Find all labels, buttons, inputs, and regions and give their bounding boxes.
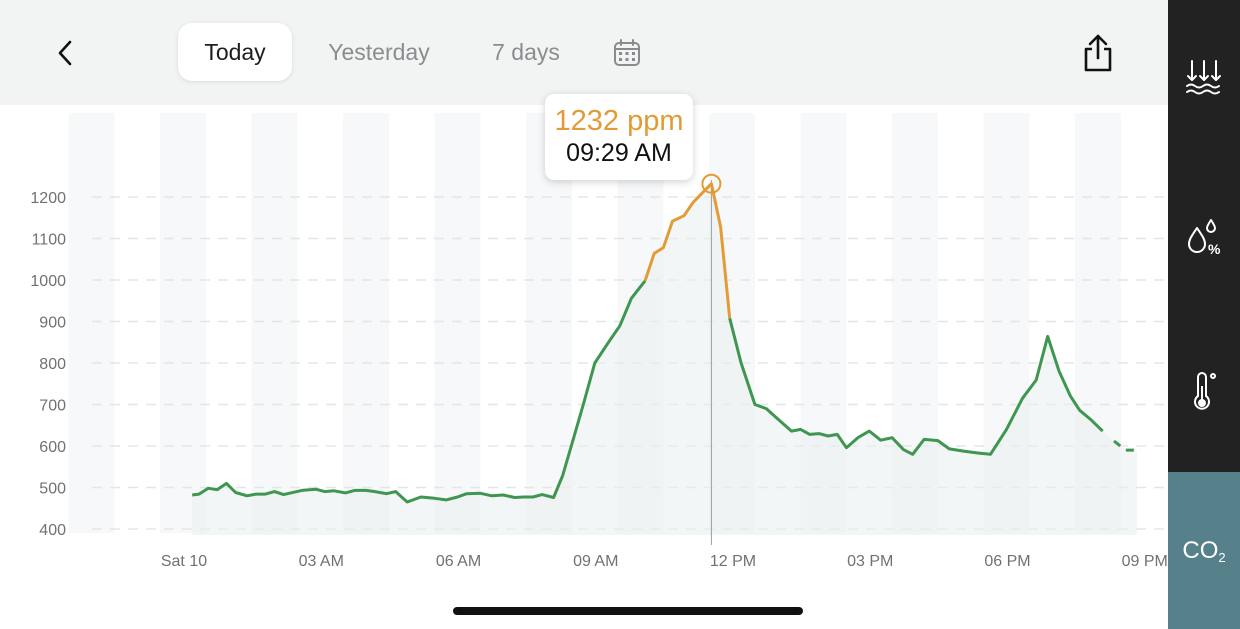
y-tick-label: 800 xyxy=(39,356,66,373)
rail-item-humidity[interactable]: % xyxy=(1168,196,1240,276)
tab-7-days[interactable]: 7 days xyxy=(492,38,560,65)
value-tooltip: 1232 ppm 09:29 AM xyxy=(545,94,693,180)
tab-yesterday[interactable]: Yesterday xyxy=(328,38,430,65)
x-tick-label: 03 PM xyxy=(847,553,893,570)
x-tick-label: 03 AM xyxy=(299,553,344,570)
pressure-icon xyxy=(1186,60,1221,95)
y-tick-label: 500 xyxy=(39,481,66,498)
hour-band xyxy=(526,113,572,533)
calendar-button[interactable] xyxy=(610,37,644,71)
x-tick-label: 09 PM xyxy=(1122,553,1168,570)
y-tick-label: 1000 xyxy=(30,273,66,290)
rail-item-co2[interactable]: CO2 xyxy=(1168,472,1240,629)
share-button[interactable] xyxy=(1080,30,1116,74)
hour-band xyxy=(68,113,115,533)
metric-rail: % CO2 xyxy=(1168,0,1240,629)
humidity-icon: % xyxy=(1188,219,1221,257)
y-tick-label: 400 xyxy=(39,522,66,539)
y-tick-label: 1100 xyxy=(32,232,67,249)
svg-text:%: % xyxy=(1208,241,1221,257)
series-line xyxy=(728,317,1104,456)
series-line xyxy=(192,279,647,504)
series-line-highlight xyxy=(643,182,732,319)
share-icon xyxy=(1084,34,1112,72)
x-tick-label: 09 AM xyxy=(573,553,618,570)
tooltip-time: 09:29 AM xyxy=(566,139,672,167)
y-tick-label: 900 xyxy=(39,315,66,332)
hour-band xyxy=(160,113,206,533)
x-tick-label: 06 PM xyxy=(984,553,1030,570)
chevron-left-icon xyxy=(58,40,72,66)
x-tick-label: Sat 10 xyxy=(161,553,207,570)
highlight-marker xyxy=(701,173,722,194)
y-tick-label: 700 xyxy=(39,398,66,415)
home-indicator xyxy=(453,607,803,615)
hour-band xyxy=(251,113,298,533)
series-lines xyxy=(192,182,1137,504)
back-button[interactable] xyxy=(48,36,82,70)
tab-today[interactable]: Today xyxy=(178,23,292,81)
y-tick-label: 1200 xyxy=(30,190,66,207)
thermometer-icon xyxy=(1194,372,1216,410)
tooltip-value: 1232 ppm xyxy=(554,105,684,137)
co2-label: CO2 xyxy=(1182,536,1226,565)
calendar-icon xyxy=(614,39,640,66)
hour-band xyxy=(434,113,481,533)
y-axis: 1200 1100 1000 900 800 700 600 500 400 xyxy=(30,190,66,539)
y-tick-label: 600 xyxy=(39,439,66,456)
co2-chart: 1200 1100 1000 900 800 700 600 500 400 Sat 10 03 … xyxy=(30,113,1168,570)
rail-item-temperature[interactable] xyxy=(1168,352,1240,432)
series-line-dashed xyxy=(1113,439,1137,452)
x-axis: Sat 10 03 AM 06 AM 09 AM 12 PM 03 PM 06 PM 09 P… xyxy=(161,553,1168,570)
rail-item-pressure[interactable] xyxy=(1168,38,1240,118)
x-tick-label: 12 PM xyxy=(710,553,756,570)
hour-band xyxy=(343,113,389,533)
background-bands xyxy=(68,113,1121,533)
x-tick-label: 06 AM xyxy=(436,553,481,570)
top-bar: Today Yesterday 7 days xyxy=(0,0,1168,105)
